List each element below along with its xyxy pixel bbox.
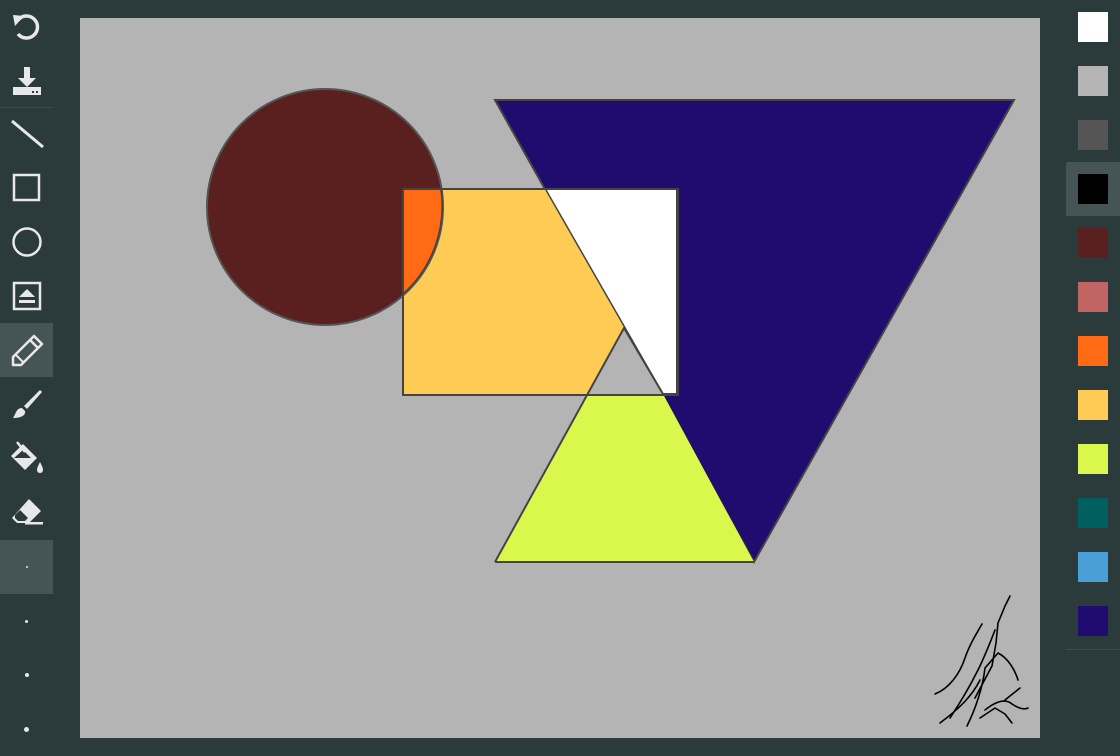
- color-swatch-button[interactable]: [1066, 486, 1120, 540]
- line-tool-button[interactable]: [0, 107, 53, 161]
- color-swatch-button[interactable]: [1066, 378, 1120, 432]
- color-swatch: [1078, 12, 1108, 42]
- circle-rectangle-overlap: [403, 190, 443, 294]
- drawing-canvas[interactable]: [80, 18, 1040, 738]
- color-swatch: [1078, 66, 1108, 96]
- toolbar-divider: [0, 107, 53, 108]
- eraser-icon: [11, 499, 43, 525]
- image-tool-button[interactable]: [0, 269, 53, 323]
- pencil-icon: [11, 334, 43, 367]
- maroon-circle: [206, 88, 444, 326]
- color-palette: [1066, 0, 1120, 744]
- color-swatch: [1078, 120, 1108, 150]
- signature-scribble: [934, 595, 1029, 727]
- download-icon: [12, 67, 41, 95]
- color-swatch: [1078, 498, 1108, 528]
- color-swatch-button[interactable]: [1066, 594, 1120, 648]
- size-dot-icon: [25, 619, 28, 623]
- brush-tool-button[interactable]: [0, 377, 53, 431]
- color-swatch-button[interactable]: [1066, 324, 1120, 378]
- brush-size-3[interactable]: [0, 648, 53, 702]
- rectangle-triangle-overlap: [546, 190, 677, 394]
- color-swatch-button[interactable]: [1066, 216, 1120, 270]
- size-dot-icon: [24, 726, 29, 732]
- image-icon: [12, 281, 41, 311]
- color-swatch: [1078, 606, 1108, 636]
- brush-size-4[interactable]: [0, 702, 53, 756]
- pencil-tool-button[interactable]: [0, 323, 53, 377]
- color-swatch-button[interactable]: [1066, 540, 1120, 594]
- eraser-tool-button[interactable]: [0, 485, 53, 539]
- brush-size-1[interactable]: [0, 540, 53, 594]
- color-swatch: [1078, 228, 1108, 258]
- tool-sidebar: [0, 0, 53, 744]
- fill-tool-button[interactable]: [0, 431, 53, 485]
- color-swatch-button[interactable]: [1066, 432, 1120, 486]
- color-swatch-button[interactable]: [1066, 270, 1120, 324]
- save-button[interactable]: [0, 54, 53, 108]
- circle-icon: [11, 227, 42, 257]
- size-dot-icon: [24, 673, 29, 677]
- paint-bucket-icon: [10, 441, 43, 473]
- ellipse-tool-button[interactable]: [0, 215, 53, 269]
- palette-divider: [1066, 649, 1120, 650]
- color-swatch: [1078, 444, 1108, 474]
- color-swatch-button[interactable]: [1066, 54, 1120, 108]
- brush-size-2[interactable]: [0, 594, 53, 648]
- undo-button[interactable]: [0, 0, 53, 54]
- drawing-surface: [206, 88, 1029, 727]
- gray-triangle-cutout: [587, 328, 663, 394]
- color-swatch: [1078, 174, 1108, 204]
- size-dot-icon: [25, 566, 28, 568]
- undo-icon: [12, 14, 39, 40]
- brush-icon: [12, 390, 42, 418]
- lime-triangle: [495, 394, 754, 562]
- rectangle-icon: [12, 173, 40, 202]
- color-swatch: [1078, 552, 1108, 582]
- color-swatch: [1078, 282, 1108, 312]
- color-swatch-button[interactable]: [1066, 162, 1120, 216]
- color-swatch-button[interactable]: [1066, 0, 1120, 54]
- color-swatch: [1078, 336, 1108, 366]
- rectangle-tool-button[interactable]: [0, 161, 53, 215]
- line-icon: [10, 119, 44, 149]
- canvas-area: [53, 0, 1066, 744]
- color-swatch: [1078, 390, 1108, 420]
- color-swatch-button[interactable]: [1066, 108, 1120, 162]
